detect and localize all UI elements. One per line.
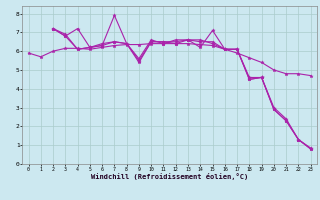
X-axis label: Windchill (Refroidissement éolien,°C): Windchill (Refroidissement éolien,°C) [91, 173, 248, 180]
